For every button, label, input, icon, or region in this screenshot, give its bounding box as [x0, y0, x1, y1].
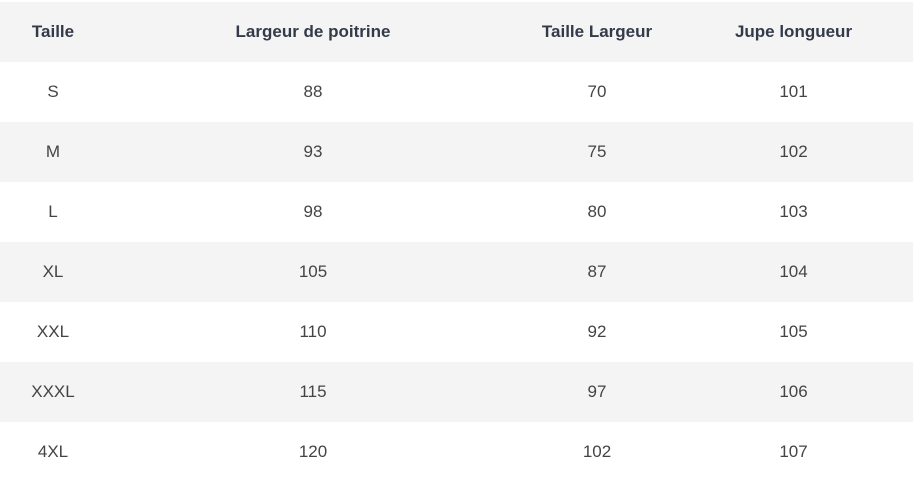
cell-size: L [48, 202, 58, 221]
cell-skirt-length: 103 [779, 202, 808, 221]
cell-waist-width: 102 [582, 442, 612, 461]
cell-size: XXXL [0, 362, 106, 422]
cell-size: M [0, 122, 106, 182]
cell-size: 4XL [37, 442, 69, 461]
header-taille-largeur: Taille Largeur [520, 2, 674, 62]
cell-chest-width: 98 [303, 202, 323, 221]
header-largeur-poitrine: Largeur de poitrine [106, 2, 520, 62]
cell-chest-width: 105 [106, 242, 520, 302]
cell-waist-width: 70 [587, 82, 607, 101]
cell-size: S [47, 82, 59, 101]
cell-size: XXL [36, 322, 70, 341]
cell-skirt-length: 104 [674, 242, 913, 302]
cell-chest-width: 88 [303, 82, 323, 101]
header-taille: Taille [0, 2, 106, 62]
cell-chest-width: 115 [106, 362, 520, 422]
cell-skirt-length: 101 [779, 82, 808, 101]
table-row: L 98 80 103 [0, 182, 913, 242]
table-row: XXXL 115 97 106 [0, 362, 913, 422]
header-jupe-longueur: Jupe longueur [674, 2, 913, 62]
table-row: M 93 75 102 [0, 122, 913, 182]
table-row: XXL 110 92 105 [0, 302, 913, 362]
cell-waist-width: 97 [520, 362, 674, 422]
cell-chest-width: 120 [298, 442, 328, 461]
cell-waist-width: 80 [587, 202, 607, 221]
cell-skirt-length: 106 [674, 362, 913, 422]
cell-waist-width: 75 [520, 122, 674, 182]
table-row: 4XL 120 102 107 [0, 422, 913, 482]
cell-chest-width: 93 [106, 122, 520, 182]
header-row: Taille Largeur de poitrine Taille Largeu… [0, 2, 913, 62]
cell-skirt-length: 107 [779, 442, 808, 461]
table-row: XL 105 87 104 [0, 242, 913, 302]
cell-chest-width: 110 [299, 322, 327, 341]
table-row: S 88 70 101 [0, 62, 913, 122]
cell-skirt-length: 102 [674, 122, 913, 182]
cell-waist-width: 87 [520, 242, 674, 302]
cell-skirt-length: 105 [779, 322, 808, 341]
cell-size: XL [0, 242, 106, 302]
cell-waist-width: 92 [587, 322, 607, 341]
